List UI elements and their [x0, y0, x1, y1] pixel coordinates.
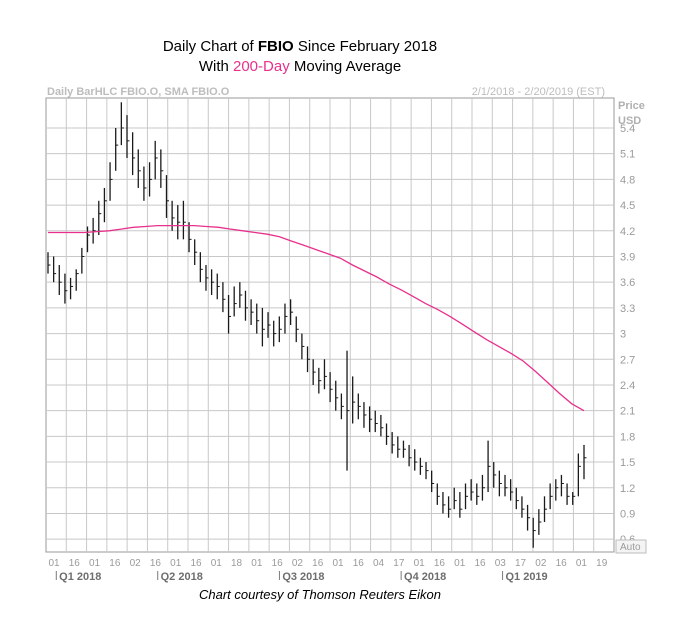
y-tick-label: 4.5 — [620, 200, 635, 212]
x-tick-label: 01 — [414, 558, 426, 569]
series-description: Daily BarHLC FBIO.O, SMA FBIO.O — [47, 86, 230, 98]
x-tick-label: 01 — [454, 558, 466, 569]
x-tick-label: 01 — [170, 558, 182, 569]
x-tick-label: 16 — [474, 558, 486, 569]
auto-scale-label: Auto — [620, 542, 641, 553]
y-tick-label: 2.1 — [620, 406, 635, 418]
sma-period-label: 200-Day — [233, 58, 290, 75]
price-axis-label: Price — [618, 100, 645, 112]
quarter-label: Q2 2018 — [161, 571, 203, 583]
y-tick-label: 3 — [620, 329, 626, 341]
x-tick-label: 02 — [130, 558, 142, 569]
x-tick-label: 01 — [332, 558, 344, 569]
quarter-label: Q1 2019 — [505, 571, 547, 583]
y-tick-label: 3.6 — [620, 277, 635, 289]
y-tick-label: 3.3 — [620, 303, 635, 315]
sma-line — [48, 224, 585, 412]
x-tick-label: 16 — [272, 558, 284, 569]
x-tick-label: 01 — [251, 558, 263, 569]
x-tick-label: 18 — [231, 558, 243, 569]
x-tick-label: 16 — [190, 558, 202, 569]
x-tick-label: 02 — [292, 558, 304, 569]
x-tick-label: 19 — [596, 558, 608, 569]
x-tick-label: 03 — [495, 558, 507, 569]
x-tick-label: 04 — [373, 558, 385, 569]
x-tick-label: 16 — [312, 558, 324, 569]
x-tick-label: 16 — [109, 558, 121, 569]
x-tick-label: 17 — [393, 558, 405, 569]
y-tick-label: 1.2 — [620, 483, 635, 495]
x-tick-label: 01 — [211, 558, 223, 569]
y-tick-label: 2.7 — [620, 354, 635, 366]
x-tick-label: 16 — [556, 558, 568, 569]
unit-axis-label: USD — [618, 115, 642, 127]
y-tick-label: 4.8 — [620, 174, 635, 186]
y-tick-label: 1.5 — [620, 457, 635, 469]
x-tick-label: 17 — [515, 558, 527, 569]
x-tick-label: 01 — [89, 558, 101, 569]
x-tick-label: 01 — [48, 558, 60, 569]
x-tick-label: 02 — [535, 558, 547, 569]
auto-scale-button[interactable] — [615, 539, 647, 554]
x-tick-label: 16 — [353, 558, 365, 569]
quarter-label: Q4 2018 — [404, 571, 446, 583]
y-tick-label: 3.9 — [620, 251, 635, 263]
chart-title-line1: Daily Chart of FBIO Since February 2018 — [162, 38, 438, 55]
y-tick-label: 1.8 — [620, 431, 635, 443]
x-tick-label: 01 — [576, 558, 588, 569]
date-range: 2/1/2018 - 2/20/2019 (EST) — [471, 86, 605, 98]
chart-caption: Chart courtesy of Thomson Reuters Eikon — [198, 587, 442, 602]
y-tick-label: 4.2 — [620, 226, 635, 238]
x-tick-label: 16 — [150, 558, 162, 569]
y-tick-label: 2.4 — [620, 380, 635, 392]
y-tick-label: 5.1 — [620, 149, 635, 161]
quarter-label: Q3 2018 — [282, 571, 324, 583]
y-tick-label: 5.4 — [620, 123, 635, 135]
ticker-symbol: FBIO — [257, 38, 294, 55]
x-tick-label: 16 — [434, 558, 446, 569]
quarter-label: Q1 2018 — [59, 571, 101, 583]
y-tick-label: 0.9 — [620, 508, 635, 520]
chart-title-line2: With 200-Day Moving Average — [198, 58, 402, 75]
x-tick-label: 16 — [69, 558, 81, 569]
